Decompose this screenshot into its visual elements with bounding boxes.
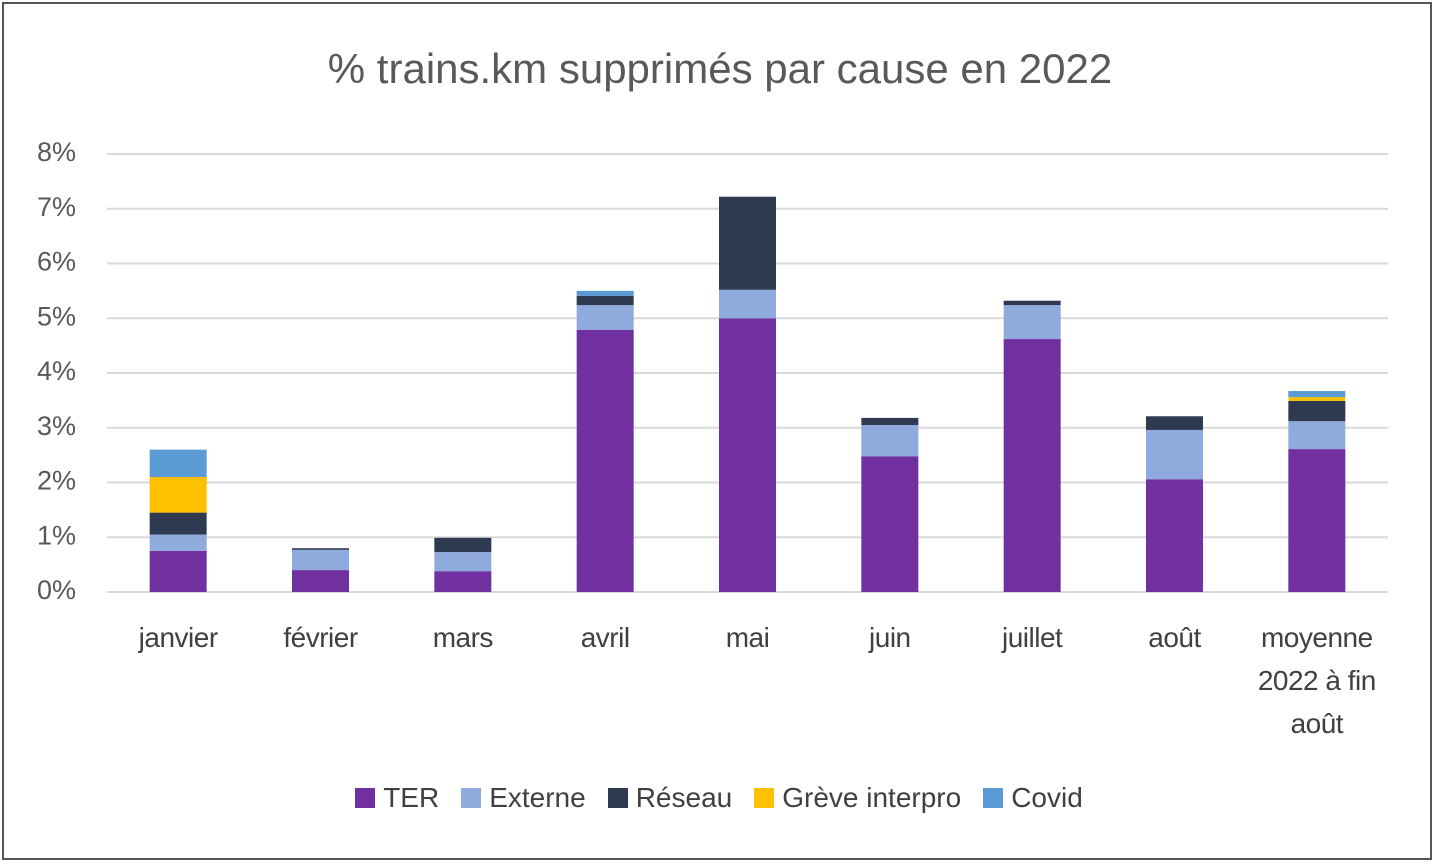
- bar-segment: [1146, 429, 1203, 480]
- y-tick-label: 6%: [37, 247, 76, 277]
- bar-segment: [861, 417, 919, 426]
- bar-segment: [1003, 305, 1061, 340]
- y-tick-label: 7%: [37, 192, 76, 222]
- bar-segment: [434, 571, 492, 592]
- legend-swatch: [607, 788, 628, 808]
- bar-segment: [1003, 300, 1061, 306]
- bar-segment: [861, 456, 919, 592]
- legend-swatch: [754, 788, 775, 808]
- bar-segment: [149, 477, 207, 513]
- x-tick-label: moyenne 2022 à fin août: [1257, 622, 1377, 739]
- y-tick-label: 1%: [37, 520, 76, 550]
- y-tick-label: 3%: [37, 411, 76, 441]
- bar-segment: [576, 305, 634, 330]
- bar-segment: [149, 534, 207, 551]
- bar-segment: [1288, 397, 1346, 401]
- x-tick-label: juillet: [1002, 622, 1063, 653]
- legend-label: Grève interpro: [782, 782, 962, 813]
- x-tick-label: août: [1148, 622, 1201, 653]
- legend-item: Grève interpro: [754, 782, 961, 814]
- bar-segment: [434, 537, 492, 553]
- bar-segment: [576, 290, 634, 296]
- x-tick-label: janvier: [138, 622, 218, 653]
- bar-segment: [719, 318, 776, 592]
- y-tick-label: 0%: [37, 575, 76, 605]
- bar-segment: [292, 570, 349, 592]
- bar-segment: [719, 196, 776, 290]
- legend-label: Covid: [1011, 782, 1083, 813]
- bar-segment: [434, 552, 492, 572]
- y-tick-label: 8%: [37, 137, 76, 167]
- y-tick-label: 2%: [37, 466, 76, 496]
- bar-segment: [1146, 416, 1203, 430]
- bar-segment: [576, 295, 634, 306]
- bar-segment: [576, 329, 634, 592]
- legend-swatch: [355, 788, 376, 808]
- bar-segment: [1003, 339, 1061, 592]
- legend-label: TER: [383, 782, 440, 813]
- y-tick-label: 4%: [37, 356, 76, 386]
- x-tick-label: mai: [725, 622, 770, 653]
- x-tick-label: février: [283, 622, 358, 653]
- legend-item: Externe: [461, 782, 586, 814]
- x-tick-label: avril: [580, 622, 630, 653]
- legend-swatch: [461, 788, 482, 808]
- legend-item: TER: [355, 782, 439, 814]
- bar-segment: [1288, 391, 1346, 398]
- bar-segment: [1288, 400, 1346, 422]
- bar-segment: [292, 548, 349, 550]
- bar-segment: [1288, 421, 1346, 450]
- bar-segment: [861, 425, 919, 457]
- bar-segment: [149, 512, 207, 535]
- legend-item: Covid: [983, 782, 1083, 814]
- legend: TER Externe Réseau Grève interpro Covid: [0, 782, 1438, 814]
- x-tick-label: juin: [869, 622, 911, 653]
- legend-label: Réseau: [635, 782, 733, 813]
- bar-segment: [1288, 449, 1346, 592]
- bar-segment: [149, 550, 207, 592]
- bar-segment: [719, 289, 776, 319]
- bar-segment: [149, 449, 207, 478]
- bar-segment: [1146, 479, 1203, 592]
- legend-swatch: [983, 788, 1004, 808]
- y-tick-label: 5%: [37, 301, 76, 331]
- x-tick-label: mars: [432, 622, 494, 653]
- legend-label: Externe: [489, 782, 586, 813]
- bar-segment: [292, 549, 349, 571]
- legend-item: Réseau: [607, 782, 733, 814]
- chart-title: % trains.km supprimés par cause en 2022: [328, 45, 1112, 92]
